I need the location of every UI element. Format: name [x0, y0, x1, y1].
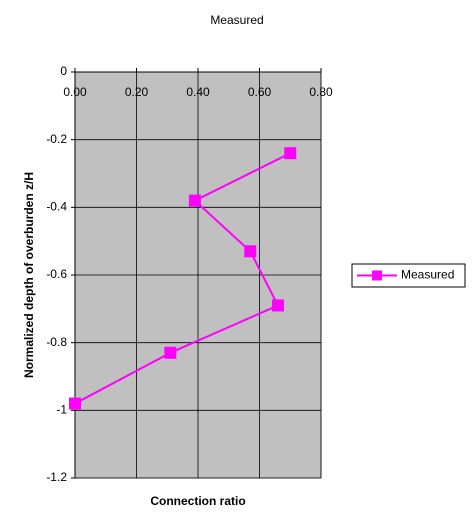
- data-point: [164, 346, 177, 359]
- legend-marker: [372, 270, 382, 281]
- data-point: [271, 299, 284, 312]
- x-tick-label: 0.60: [248, 85, 272, 99]
- y-tick-label: -0.4: [46, 200, 67, 214]
- data-point: [188, 194, 201, 207]
- data-point: [69, 397, 81, 410]
- legend-label: Measured: [401, 268, 454, 282]
- y-tick-label: -0.8: [46, 335, 67, 349]
- y-tick-label: -1.2: [46, 470, 67, 484]
- y-tick-label: -1: [56, 403, 67, 417]
- x-tick-label: 0.40: [186, 85, 210, 99]
- y-tick-label: -0.2: [46, 132, 67, 146]
- x-axis-label: Connection ratio: [150, 494, 245, 508]
- y-axis-label: Normalized depth of overburden z/H: [22, 172, 36, 378]
- data-line: [74, 152, 291, 405]
- legend-box: [351, 263, 466, 288]
- y-tick-label: -0.6: [46, 267, 67, 281]
- data-point: [244, 245, 257, 258]
- data-point: [284, 147, 297, 160]
- chart-title: Measured: [210, 13, 263, 27]
- y-tick-label: 0: [60, 64, 67, 78]
- x-tick-label: 0.80: [309, 85, 333, 99]
- x-tick-label: 0.20: [125, 85, 149, 99]
